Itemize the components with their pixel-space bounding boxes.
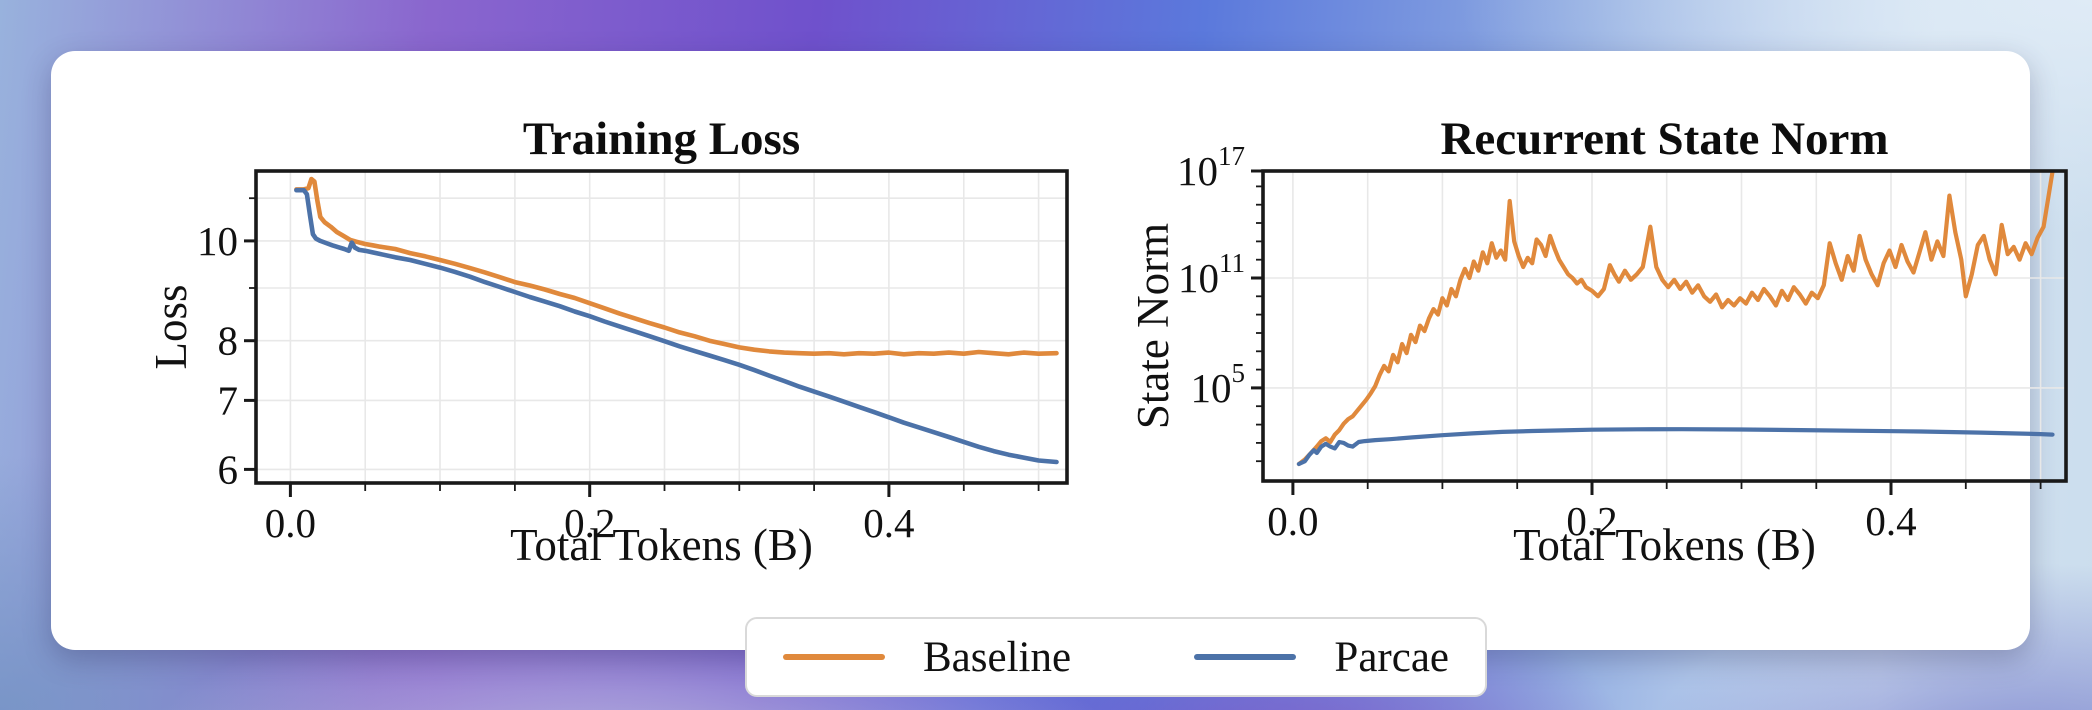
chart-title-recurrent-state-norm: Recurrent State Norm xyxy=(1440,113,1889,165)
y-tick-label: 105 xyxy=(1191,358,1246,411)
x-axis-label-left: Total Tokens (B) xyxy=(510,520,813,570)
y-tick-label: 1011 xyxy=(1178,248,1245,301)
plot-frame xyxy=(1261,169,2068,483)
x-tick-label: 0.4 xyxy=(863,500,914,546)
y-tick-label: 1017 xyxy=(1177,141,1245,194)
x-tick-label: 0.0 xyxy=(265,500,316,546)
x-tick-label: 0.2 xyxy=(564,500,615,546)
legend-swatch-parcae xyxy=(1194,654,1297,660)
legend-item-parcae: Parcae xyxy=(1194,636,1449,679)
series-line-baseline xyxy=(294,176,1059,357)
legend-item-baseline: Baseline xyxy=(783,636,1071,679)
y-tick-label: 8 xyxy=(218,318,239,364)
y-tick-label: 6 xyxy=(218,446,239,492)
y-tick-label: 10 xyxy=(197,218,238,264)
figure-card: Training Loss Recurrent State Norm Loss … xyxy=(51,51,2068,697)
x-tick-label: 0.4 xyxy=(1865,498,1916,544)
legend-label: Baseline xyxy=(923,633,1072,681)
legend-swatch-baseline xyxy=(783,654,885,660)
y-tick-label: 7 xyxy=(218,377,239,423)
recurrent-state-norm-plot: 0.0 0.2 0.4 1017 1011 105 xyxy=(1177,141,2068,544)
training-loss-plot: 0.0 0.2 0.4 10 8 7 6 xyxy=(197,169,1069,546)
plot-frame xyxy=(254,169,1069,485)
x-tick-label: 0.0 xyxy=(1267,498,1318,544)
series-line-parcae xyxy=(294,187,1059,465)
legend-label: Parcae xyxy=(1334,633,1449,681)
series-line-parcae xyxy=(1296,427,2055,467)
x-axis-label-right: Total Tokens (B) xyxy=(1513,520,1816,570)
chart-title-training-loss: Training Loss xyxy=(522,113,801,165)
legend: Baseline Parcae xyxy=(745,617,1487,697)
series-line-baseline xyxy=(1296,169,2055,467)
x-tick-label: 0.2 xyxy=(1566,498,1617,544)
